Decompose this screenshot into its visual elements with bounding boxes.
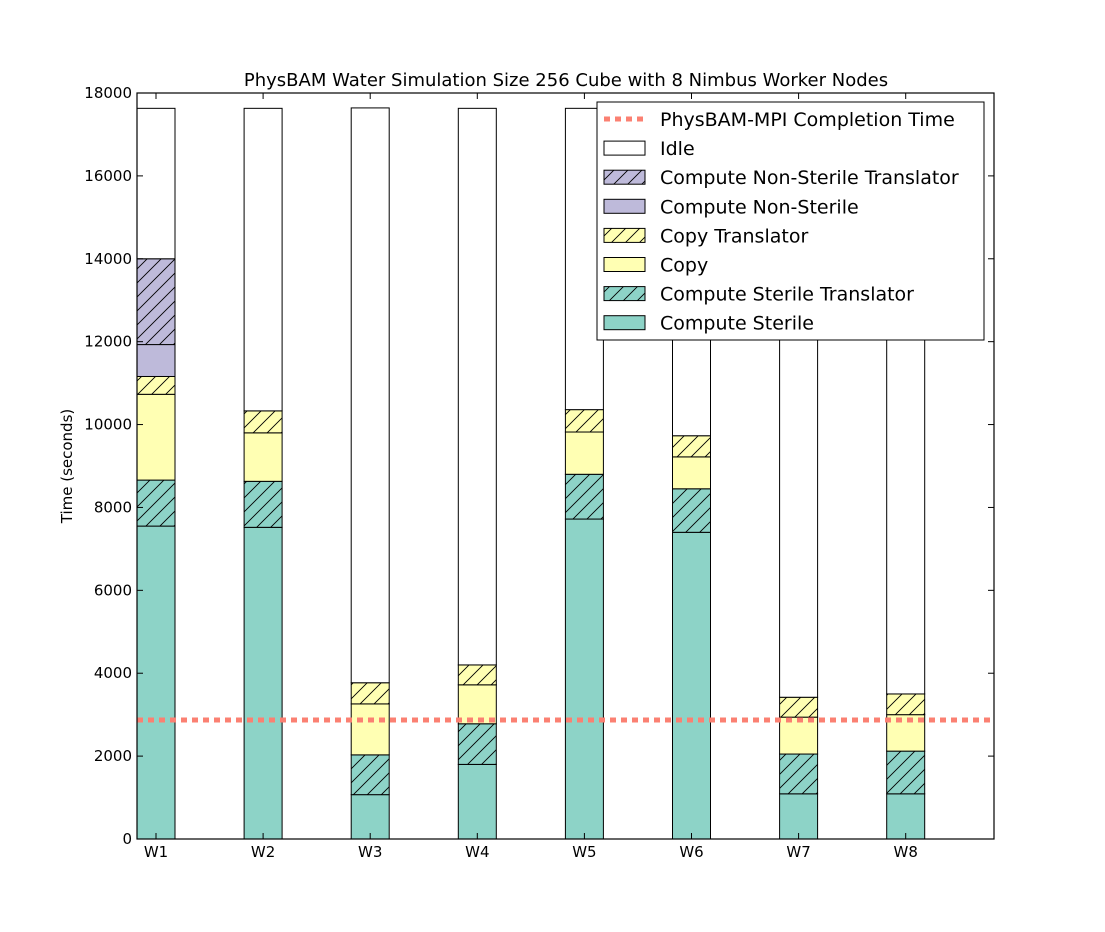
y-axis-label: Time (seconds) (58, 409, 76, 525)
bar-hatch-w7-copy-translator (779, 697, 818, 718)
bar-w2-idle (243, 107, 283, 412)
bar-hatch-w6-copy-translator (672, 435, 711, 457)
legend-swatch-compute-sterile (603, 315, 646, 331)
y-tick-label: 18000 (84, 84, 132, 102)
legend-label-compute-sterile: Compute Sterile (660, 313, 814, 335)
bar-hatch-w5-compute-sterile-translator (565, 474, 604, 520)
bar-w1-copy (136, 393, 176, 481)
x-tick-label-w7: W7 (786, 843, 810, 861)
bar-hatch-w4-copy-translator (458, 664, 497, 685)
y-tick-label: 4000 (94, 664, 132, 682)
x-tick-label-w3: W3 (358, 843, 382, 861)
x-tick-label-w2: W2 (251, 843, 275, 861)
x-tick-label-w1: W1 (144, 843, 168, 861)
legend-swatch-copy (603, 257, 646, 272)
bar-hatch-w7-compute-sterile-translator (779, 754, 818, 794)
legend-box (596, 101, 985, 341)
y-tick-label: 8000 (94, 498, 132, 516)
y-tick-label: 10000 (84, 416, 132, 434)
legend-label-copy: Copy (660, 255, 708, 277)
bar-hatch-w5-copy-translator (565, 409, 604, 433)
bar-hatch-w6-compute-sterile-translator (672, 488, 711, 533)
legend: PhysBAM-MPI Completion Time Idle Compute N… (596, 101, 985, 341)
legend-swatch-idle (603, 140, 646, 156)
bar-w7-compute-sterile (779, 793, 819, 840)
bar-hatch-w3-compute-sterile-translator (351, 754, 390, 795)
legend-label-physbam-mpi-completion-time: PhysBAM-MPI Completion Time (660, 109, 955, 131)
bar-w1-idle (136, 107, 176, 260)
bar-w8-compute-sterile (886, 793, 926, 840)
chart-title: PhysBAM Water Simulation Size 256 Cube w… (244, 70, 888, 91)
y-tick-label: 12000 (84, 333, 132, 351)
bar-hatch-w2-compute-sterile-translator (244, 481, 283, 528)
bar-hatch-w3-copy-translator (351, 682, 390, 704)
bar-hatch-w1-compute-sterile-translator (137, 480, 175, 527)
y-axis-ticks: 0 2000 4000 6000 8000 10000 12000 14000 16000 180… (84, 84, 994, 848)
bar-w1-compute-non-sterile (136, 344, 176, 377)
bar-w2-copy (243, 432, 283, 482)
legend-swatch-hatch-copy-translator (604, 228, 645, 243)
bar-hatch-w2-copy-translator (244, 410, 283, 433)
bar-w4-idle (457, 107, 497, 666)
bar-w5-copy (564, 431, 604, 475)
legend-label-compute-non-sterile-translator: Compute Non-Sterile Translator (660, 167, 959, 189)
bar-w4-compute-sterile (457, 763, 497, 840)
bar-w7-copy (779, 716, 819, 755)
bar-hatch-w1-compute-non-sterile-translator (137, 258, 175, 345)
bar-w3-idle (350, 107, 390, 684)
y-tick-label: 0 (122, 830, 132, 848)
x-tick-label-w6: W6 (679, 843, 703, 861)
legend-label-compute-sterile-translator: Compute Sterile Translator (660, 284, 914, 306)
x-axis-ticks: W1 W2 W3 W4 W5 W6 W7 W8 (144, 93, 918, 861)
y-tick-label: 16000 (84, 167, 132, 185)
y-tick-label: 2000 (94, 747, 132, 765)
x-tick-label-w4: W4 (465, 843, 489, 861)
x-tick-label-w8: W8 (894, 843, 918, 861)
bar-w3-compute-sterile (350, 794, 390, 840)
bar-w2-compute-sterile (243, 526, 283, 840)
bar-w3-copy (350, 703, 390, 756)
legend-swatch-hatch-compute-non-sterile-translator (604, 170, 645, 185)
bar-hatch-w4-compute-sterile-translator (458, 723, 497, 765)
plot-area-frame (136, 92, 995, 840)
x-tick-label-w5: W5 (572, 843, 596, 861)
bars-layer (136, 107, 926, 840)
y-tick-label: 14000 (84, 250, 132, 268)
bar-hatch-w8-copy-translator (886, 693, 925, 715)
legend-swatch-compute-non-sterile (603, 198, 646, 214)
bar-w1-compute-sterile (136, 525, 176, 840)
legend-swatch-hatch-compute-sterile-translator (604, 286, 645, 301)
y-tick-label: 6000 (94, 581, 132, 599)
bar-w6-copy (672, 456, 711, 490)
legend-label-copy-translator: Copy Translator (660, 225, 808, 247)
legend-label-compute-non-sterile: Compute Non-Sterile (660, 196, 859, 218)
legend-label-idle: Idle (660, 138, 695, 160)
bar-w5-compute-sterile (564, 518, 604, 840)
bar-hatch-w1-copy-translator (137, 376, 175, 395)
bar-hatch-w8-compute-sterile-translator (886, 751, 925, 794)
bar-w6-compute-sterile (672, 531, 711, 840)
